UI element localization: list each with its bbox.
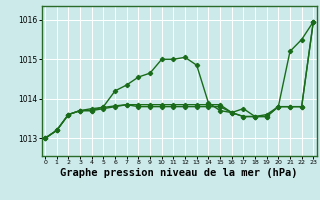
X-axis label: Graphe pression niveau de la mer (hPa): Graphe pression niveau de la mer (hPa) xyxy=(60,168,298,178)
